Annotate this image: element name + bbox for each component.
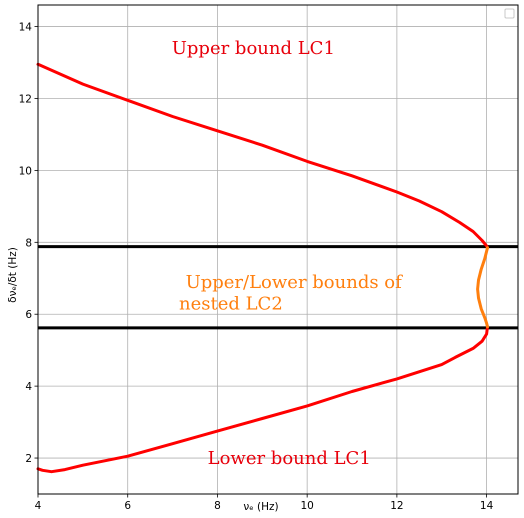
y-tick-label: 4: [25, 381, 32, 393]
x-tick-label: 12: [390, 500, 403, 512]
y-tick-label: 2: [25, 453, 32, 465]
y-tick-label: 6: [25, 309, 32, 321]
annotation-label: Upper bound LC1: [172, 38, 335, 59]
annotation-label: nested LC2: [179, 293, 283, 314]
grid-layer: [38, 5, 518, 494]
data-layer: [38, 64, 518, 471]
y-axis-label: δνₑ/δt (Hz): [7, 247, 19, 303]
x-tick-label: 8: [214, 500, 221, 512]
annotation-layer: Upper bound LC1 Upper/Lower bounds ofnest…: [172, 38, 403, 469]
series-line: [478, 248, 488, 327]
series-line: [38, 64, 488, 247]
x-tick-label: 4: [35, 500, 42, 512]
y-tick-label: 14: [19, 22, 33, 34]
x-axis-label: νₑ (Hz): [243, 501, 278, 513]
legend-box: [505, 9, 514, 18]
tick-layer: 4 6 8 10 12 14 2 4 6 8 10 12 14: [19, 22, 494, 512]
x-tick-label: 10: [300, 500, 313, 512]
x-tick-label: 14: [480, 500, 494, 512]
x-tick-label: 6: [124, 500, 131, 512]
y-tick-label: 8: [25, 237, 32, 249]
plot-frame: [38, 5, 518, 494]
annotation-label: Lower bound LC1: [208, 448, 371, 469]
annotation-label: Upper/Lower bounds of: [186, 272, 404, 293]
y-tick-label: 12: [19, 93, 32, 105]
y-tick-label: 10: [19, 165, 32, 177]
